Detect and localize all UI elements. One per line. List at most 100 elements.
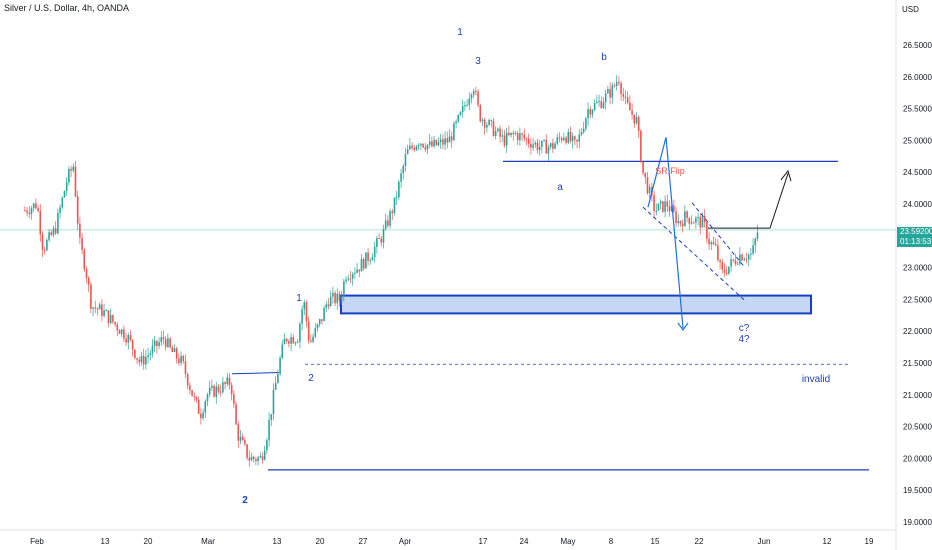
candle-body [624, 96, 627, 98]
candle-body [514, 133, 517, 135]
candle-body [387, 220, 389, 226]
candle-body [173, 348, 176, 352]
price-tick-label: 22.50000 [903, 295, 932, 304]
candle-body [534, 142, 537, 145]
candle-body [336, 293, 339, 304]
candle-body [147, 355, 149, 357]
candle-body [98, 304, 101, 310]
candle-body [433, 139, 435, 147]
candle-body [587, 109, 589, 119]
candle-body [127, 335, 130, 343]
candle-body [653, 194, 655, 212]
candle-body [81, 237, 83, 250]
candle-body [622, 93, 625, 97]
candle-body [450, 136, 453, 141]
candle-body [527, 138, 530, 144]
time-tick-label: 20 [316, 537, 325, 546]
candle-body [180, 355, 182, 364]
time-tick-label: 15 [651, 537, 660, 546]
candle-body [589, 109, 592, 115]
candle-body [499, 128, 501, 137]
candle-body [167, 338, 169, 347]
candle-body [138, 359, 141, 363]
candle-body [752, 245, 754, 254]
time-tick-label: 13 [273, 537, 282, 546]
candle-body [461, 105, 464, 113]
candle-body [519, 133, 521, 141]
projection-up-path [708, 173, 789, 229]
candle-body [435, 139, 438, 146]
candle-body [475, 91, 477, 93]
time-tick-label: Feb [30, 537, 44, 546]
candle-body [37, 208, 39, 212]
candle-body [112, 314, 114, 322]
candle-body [136, 358, 138, 360]
candle-body [673, 205, 675, 212]
candle-body [719, 260, 721, 262]
march-swing-line [231, 372, 280, 375]
time-axis: Feb 13 20 Mar 13 20 27 Apr 17 24 May 8 15 22 Jun 12 19 [30, 537, 874, 546]
candle-body [145, 356, 147, 365]
candle-body [662, 201, 664, 212]
candle-body [670, 205, 673, 212]
candle-body [422, 143, 424, 148]
candle-body [193, 395, 196, 398]
candle-body [90, 284, 92, 309]
candle-body [635, 117, 638, 124]
candle-body [508, 132, 510, 136]
wave-label: 1 [296, 293, 302, 304]
candle-body [470, 94, 473, 99]
candle-body [754, 238, 757, 246]
candle-body [706, 222, 708, 239]
candle-body [607, 89, 609, 94]
candle-body [338, 293, 341, 301]
candle-body [305, 302, 308, 322]
candle-body [76, 196, 79, 224]
time-tick-label: May [560, 537, 575, 546]
candle-body [310, 340, 312, 342]
candle-body [657, 203, 660, 211]
candle-body [39, 211, 42, 235]
candle-body [576, 139, 578, 142]
candle-body [580, 132, 583, 135]
candle-body [72, 166, 75, 171]
candle-body [446, 138, 449, 143]
candle-body [54, 228, 57, 234]
candle-body [307, 321, 310, 341]
candle-body [604, 93, 607, 103]
candle-body [644, 172, 647, 178]
candle-body [563, 137, 565, 141]
candle-body [292, 337, 295, 344]
candle-body [277, 374, 279, 384]
candle-body [268, 419, 270, 441]
candle-body [578, 134, 581, 142]
wave-label: a [557, 182, 563, 193]
candle-body [28, 212, 31, 214]
candle-body [270, 414, 273, 420]
candle-body [94, 307, 97, 309]
candle-body [501, 135, 504, 137]
candle-body [299, 323, 301, 342]
candle-body [453, 123, 455, 141]
candle-body [398, 181, 400, 198]
candle-body [114, 321, 116, 325]
candle-body [26, 210, 28, 213]
candle-body [596, 102, 598, 104]
candle-body [406, 149, 409, 155]
candle-body [360, 258, 363, 272]
candle-body [554, 143, 556, 149]
candle-body [732, 259, 735, 261]
candle-body [464, 105, 466, 107]
candle-body [420, 143, 422, 146]
candle-body [369, 260, 372, 262]
candle-body [30, 208, 33, 214]
candle-body [598, 101, 600, 103]
candle-body [228, 377, 231, 386]
candle-body [415, 146, 418, 150]
candle-body [171, 347, 174, 352]
candle-body [483, 119, 486, 128]
candle-body [85, 269, 88, 278]
candle-body [382, 229, 385, 243]
